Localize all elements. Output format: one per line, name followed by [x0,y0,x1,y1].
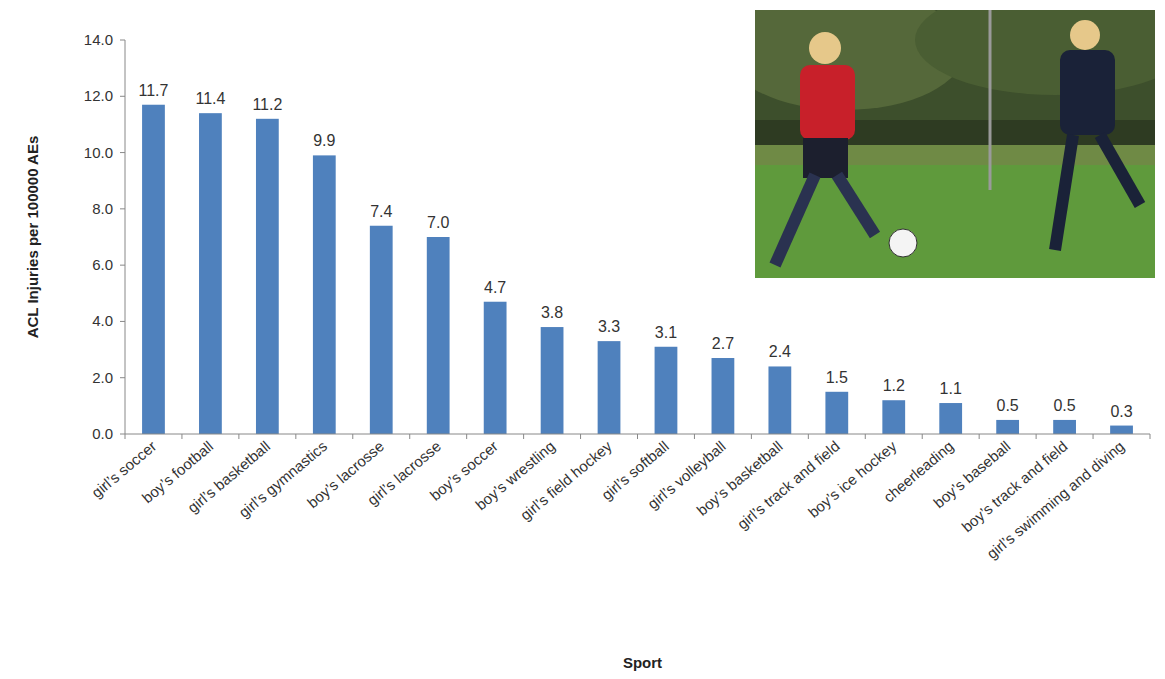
x-tick-label: boy’s ice hockey [805,437,900,521]
data-label: 11.2 [252,96,282,113]
x-tick-label: boy’s track and field [958,437,1070,535]
data-label: 9.9 [313,132,335,149]
bar [313,155,336,434]
data-label: 2.4 [769,343,791,360]
bar [825,392,848,434]
data-label: 2.7 [712,335,734,352]
y-tick [120,152,125,153]
x-tick [637,434,638,439]
bar [939,403,962,434]
bar [484,302,507,434]
x-tick [1150,434,1151,439]
y-tick-label: 8.0 [92,200,113,217]
x-tick [523,434,524,439]
x-tick [352,434,353,439]
data-label: 1.2 [883,377,905,394]
bar [1110,426,1133,434]
y-tick [120,377,125,378]
bar [655,347,678,434]
y-tick [120,321,125,322]
photo-player [837,175,875,235]
x-tick [922,434,923,439]
x-tick [1036,434,1037,439]
x-tick [979,434,980,439]
x-tick [409,434,410,439]
bar [370,226,393,434]
bar [1053,420,1076,434]
photo-ball [889,229,917,257]
x-axis-title: Sport [623,654,662,671]
bar [541,327,564,434]
y-tick [120,434,125,435]
y-tick [120,208,125,209]
data-label: 7.0 [427,214,449,231]
x-tick [466,434,467,439]
y-tick [120,40,125,41]
x-tick [238,434,239,439]
data-label: 1.1 [940,380,962,397]
photo-post [989,10,992,190]
photo-player [800,65,855,140]
photo-foliage [915,10,1155,95]
photo-player [803,138,848,178]
photo-player [1055,135,1073,250]
photo [755,10,1155,278]
chart: 0.02.04.06.08.010.012.014.0girl’s soccer… [0,0,1165,679]
y-axis [125,40,126,434]
y-tick-label: 4.0 [92,312,113,329]
bar [598,341,621,434]
photo-player [1100,135,1140,205]
data-label: 0.5 [997,397,1019,414]
y-tick-label: 10.0 [84,144,113,161]
data-label: 3.3 [598,318,620,335]
data-label: 11.4 [195,90,225,107]
data-label: 11.7 [138,82,168,99]
x-tick [808,434,809,439]
data-label: 0.5 [1053,397,1075,414]
data-label: 3.1 [655,324,677,341]
x-tick [694,434,695,439]
data-label: 3.8 [541,304,563,321]
bar [427,237,450,434]
x-tick [1093,434,1094,439]
bar [882,400,905,434]
photo-field [755,160,1155,278]
x-tick [295,434,296,439]
photo-player [1070,20,1100,50]
y-tick-label: 6.0 [92,256,113,273]
y-tick-label: 14.0 [84,31,113,48]
x-tick-label: girl’s track and field [734,437,843,532]
x-tick [125,434,126,439]
data-label: 4.7 [484,279,506,296]
x-tick [751,434,752,439]
photo-player [775,175,815,265]
data-label: 7.4 [370,203,392,220]
bar [712,358,735,434]
x-tick [865,434,866,439]
y-axis-title: ACL Injuries per 100000 AEs [24,136,41,339]
y-tick [120,96,125,97]
bar [256,119,279,434]
x-tick-label: girl’s field hockey [517,437,616,524]
y-tick-label: 2.0 [92,369,113,386]
bar [996,420,1019,434]
data-label: 0.3 [1110,403,1132,420]
photo-player [1060,50,1115,135]
y-tick-label: 12.0 [84,87,113,104]
data-label: 1.5 [826,369,848,386]
bar [199,113,222,434]
bar [768,366,791,434]
y-tick [120,265,125,266]
y-tick-label: 0.0 [92,425,113,442]
x-tick [580,434,581,439]
photo-player [809,32,841,64]
x-tick [181,434,182,439]
bar [142,105,165,434]
x-tick-label: girl’s swimming and diving [983,437,1127,562]
